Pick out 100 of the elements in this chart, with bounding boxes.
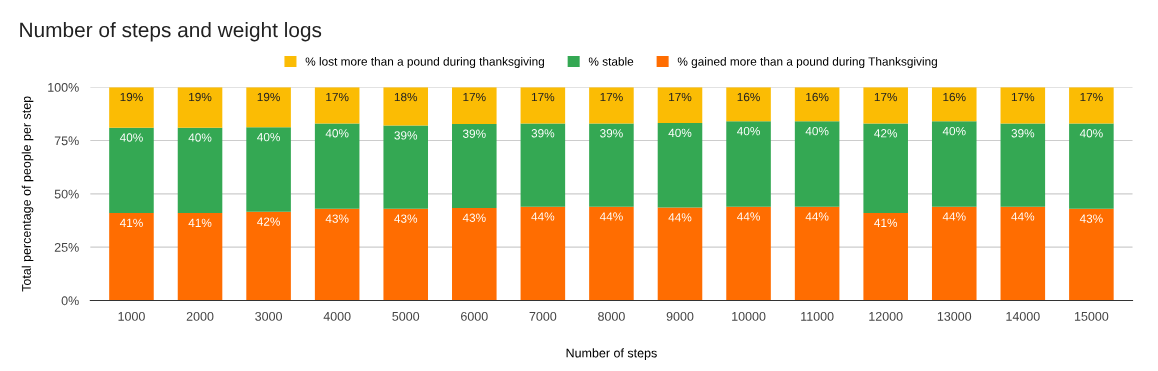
bar <box>177 127 223 214</box>
data-label: 17% <box>600 92 623 102</box>
data-label: 41% <box>874 218 898 228</box>
legend-label: % gained more than a pound during Thanksgiving <box>677 57 937 69</box>
bar <box>931 206 977 301</box>
data-label: 17% <box>463 92 486 102</box>
data-label: 40% <box>188 133 212 142</box>
data-label: 43% <box>394 214 418 223</box>
bar <box>452 207 497 301</box>
data-label: 17% <box>874 92 898 102</box>
data-label: 16% <box>943 92 966 102</box>
data-label: 16% <box>806 92 829 102</box>
bar <box>383 87 429 126</box>
data-label: 43% <box>325 214 349 223</box>
x-tick-label: 6000 <box>461 311 488 321</box>
bar <box>177 213 223 301</box>
data-label: 18% <box>394 92 418 102</box>
chart-title: Number of steps and weight logs <box>20 22 322 42</box>
bar <box>109 87 154 128</box>
bar <box>314 87 360 124</box>
data-label: 40% <box>805 126 829 136</box>
bar <box>246 127 291 212</box>
x-tick-label: 7000 <box>529 311 557 321</box>
data-label: 41% <box>119 218 143 228</box>
x-tick-label: 9000 <box>666 311 694 321</box>
data-label: 39% <box>462 129 486 138</box>
bar <box>383 208 429 301</box>
data-label: 40% <box>1079 129 1103 138</box>
data-label: 39% <box>600 129 623 138</box>
bar <box>863 123 908 214</box>
bar <box>1069 87 1114 124</box>
bar <box>589 206 634 301</box>
data-label: 44% <box>805 212 829 221</box>
bar <box>452 87 497 124</box>
y-tick-label: 100% <box>48 82 79 92</box>
x-tick-label: 15000 <box>1074 311 1109 321</box>
bar <box>726 206 771 301</box>
data-label: 40% <box>325 129 349 138</box>
bar <box>520 206 566 301</box>
bar <box>520 123 566 207</box>
bar <box>314 123 360 209</box>
data-label: 16% <box>737 92 760 102</box>
data-label: 44% <box>1011 212 1035 221</box>
x-tick-label: 10000 <box>732 311 766 321</box>
legend-label: % lost more than a pound during thanksgiving <box>305 57 544 69</box>
data-label: 39% <box>394 131 418 140</box>
data-label: 41% <box>188 218 212 228</box>
bar <box>931 121 977 207</box>
data-label: 40% <box>668 128 692 138</box>
bar <box>657 207 703 301</box>
bar <box>452 123 497 208</box>
bar <box>589 87 634 124</box>
data-label: 40% <box>942 126 966 136</box>
data-label: 44% <box>942 212 966 221</box>
x-tick-label: 5000 <box>392 311 420 321</box>
y-tick-label: 50% <box>54 189 79 199</box>
data-label: 42% <box>257 217 280 226</box>
x-tick-label: 2000 <box>186 311 214 321</box>
data-label: 17% <box>1080 92 1103 102</box>
data-label: 43% <box>1079 214 1103 223</box>
bar <box>726 121 771 207</box>
data-label: 39% <box>531 129 555 138</box>
bar <box>520 87 566 124</box>
data-label: 40% <box>119 133 143 142</box>
y-tick-label: 75% <box>54 136 79 146</box>
data-label: 40% <box>257 132 280 142</box>
data-label: 43% <box>462 213 486 222</box>
x-tick-label: 3000 <box>255 311 283 321</box>
x-axis-title: Number of steps <box>566 348 657 360</box>
bar <box>109 127 154 214</box>
bar <box>1069 123 1114 209</box>
data-label: 17% <box>326 92 349 102</box>
bar <box>1000 87 1046 124</box>
data-label: 42% <box>874 129 898 138</box>
bar <box>246 87 291 128</box>
data-label: 17% <box>1011 92 1035 102</box>
bar <box>726 87 771 122</box>
data-label: 39% <box>1011 129 1035 138</box>
y-axis-title: Total percentage of people per step <box>21 96 34 292</box>
bar <box>794 121 840 207</box>
y-tick-label: 25% <box>54 242 79 252</box>
legend-label: % stable <box>588 57 634 66</box>
bar <box>794 87 840 122</box>
x-tick-label: 13000 <box>937 311 972 321</box>
bar <box>177 87 223 128</box>
x-tick-label: 8000 <box>598 311 625 321</box>
bar <box>794 206 840 301</box>
bar <box>863 87 908 124</box>
bar <box>931 87 977 122</box>
x-tick-label: 11000 <box>801 311 834 321</box>
data-label: 19% <box>189 92 212 102</box>
bar <box>1000 123 1046 207</box>
x-tick-label: 12000 <box>869 311 903 321</box>
bar <box>109 213 154 301</box>
data-label: 44% <box>531 212 555 221</box>
bar <box>863 213 908 301</box>
data-label: 17% <box>669 92 692 102</box>
data-label: 17% <box>531 92 555 102</box>
x-tick-label: 4000 <box>323 311 351 321</box>
bar <box>1000 206 1046 301</box>
